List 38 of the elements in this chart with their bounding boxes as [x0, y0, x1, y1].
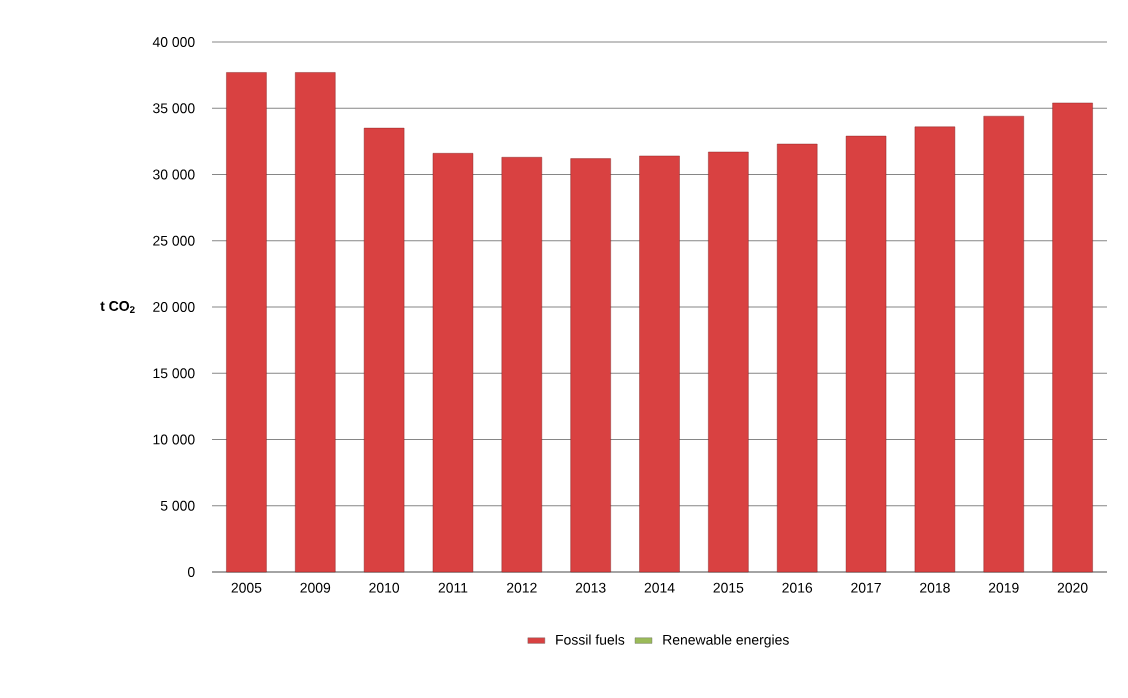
- y-tick-label: 20 000: [153, 302, 195, 312]
- x-tick-label: 2016: [782, 582, 813, 593]
- y-axis-title: t CO$_{2}$: [100, 301, 135, 313]
- bar: [1052, 102, 1093, 573]
- bar: [777, 143, 818, 573]
- bar: [295, 72, 336, 573]
- y-tick-label: 35 000: [153, 103, 195, 114]
- bar: [983, 116, 1024, 573]
- y-tick-label: 30 000: [153, 169, 195, 180]
- x-tick-label: 2009: [300, 582, 331, 593]
- x-tick-label: 2018: [920, 582, 950, 593]
- x-tick-label: 2005: [231, 582, 262, 593]
- y-tick-label: 40 000: [152, 37, 195, 47]
- x-tick-label: 2015: [713, 582, 744, 593]
- bar: [226, 72, 267, 573]
- legend-label: Fossil fuels: [556, 634, 625, 645]
- x-tick-label: 2012: [507, 582, 537, 593]
- bar: [432, 153, 474, 573]
- bar: [363, 127, 405, 573]
- x-tick-label: 2011: [438, 582, 468, 593]
- bar: [501, 157, 543, 573]
- x-tick-label: 2014: [644, 582, 675, 593]
- y-tick-label: 0: [187, 567, 195, 577]
- x-tick-label: 2020: [1057, 582, 1088, 593]
- y-tick-label: 15 000: [153, 368, 195, 379]
- bar: [570, 158, 611, 573]
- x-tick-label: 2013: [575, 582, 606, 593]
- x-tick-label: 2010: [369, 582, 400, 593]
- bar: [914, 126, 956, 573]
- bar: [845, 135, 887, 573]
- y-tick-label: 10 000: [153, 434, 195, 445]
- x-tick-label: 2019: [988, 582, 1019, 593]
- legend-label: Renewable energies: [663, 634, 789, 648]
- bar: [708, 151, 749, 573]
- bar: [639, 155, 680, 573]
- y-tick-label: 25 000: [153, 235, 195, 246]
- x-tick-label: 2017: [851, 582, 881, 593]
- y-tick-label: 5 000: [160, 500, 195, 511]
